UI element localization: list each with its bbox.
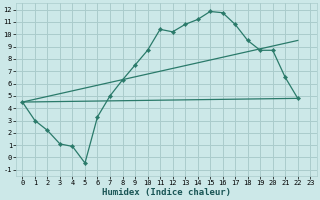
X-axis label: Humidex (Indice chaleur): Humidex (Indice chaleur): [102, 188, 231, 197]
